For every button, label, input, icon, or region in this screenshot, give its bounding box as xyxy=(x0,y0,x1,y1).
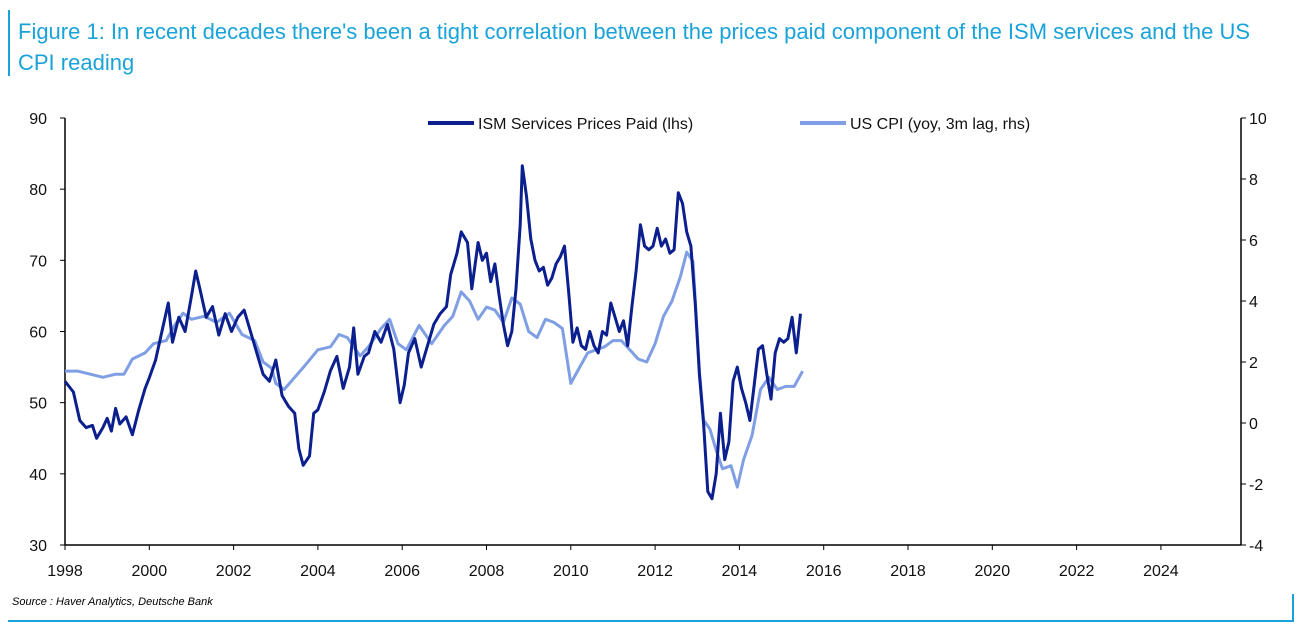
legend-label-ism: ISM Services Prices Paid (lhs) xyxy=(478,116,693,133)
frame-bottom-rule xyxy=(8,620,1294,622)
y-tick-label-right: 10 xyxy=(1249,111,1267,128)
legend-label-cpi: US CPI (yoy, 3m lag, rhs) xyxy=(850,116,1030,133)
y-tick-label-right: 6 xyxy=(1249,233,1258,250)
y-tick-label-left: 90 xyxy=(29,111,47,128)
x-tick-label: 1998 xyxy=(47,563,83,580)
y-tick-label-left: 70 xyxy=(29,253,47,270)
series-line-us-cpi xyxy=(65,250,804,489)
legend: ISM Services Prices Paid (lhs) US CPI (y… xyxy=(428,116,1030,133)
y-tick-label-right: 0 xyxy=(1249,416,1258,433)
y-tick-label-right: 2 xyxy=(1249,355,1258,372)
x-tick-label: 2010 xyxy=(553,563,589,580)
y-tick-label-left: 40 xyxy=(29,467,47,484)
x-tick-label: 2014 xyxy=(722,563,758,580)
title-accent-bar xyxy=(8,10,10,76)
frame-right-bar xyxy=(1292,594,1294,620)
x-tick-label: 2008 xyxy=(469,563,505,580)
y-tick-label-left: 80 xyxy=(29,182,47,199)
source-note: Source : Haver Analytics, Deutsche Bank xyxy=(12,596,213,608)
x-tick-label: 2022 xyxy=(1059,563,1095,580)
x-tick-label: 2016 xyxy=(806,563,842,580)
x-tick-label: 2020 xyxy=(975,563,1011,580)
y-tick-label-right: 4 xyxy=(1249,294,1258,311)
figure-title: Figure 1: In recent decades there's been… xyxy=(18,19,1251,75)
y-tick-label-right: -2 xyxy=(1249,477,1263,494)
x-tick-label: 2024 xyxy=(1143,563,1179,580)
axes: 30 40 50 60 70 80 90 -4 -2 0 2 4 6 8 10 1998 2000 2002 200… xyxy=(29,111,1267,580)
y-tick-label-left: 60 xyxy=(29,325,47,342)
y-tick-label-right: -4 xyxy=(1249,538,1263,555)
series-layer xyxy=(63,164,804,501)
y-tick-label-left: 50 xyxy=(29,396,47,413)
x-tick-label: 2012 xyxy=(637,563,673,580)
x-tick-label: 2002 xyxy=(216,563,252,580)
series-line-ism-prices-paid xyxy=(63,164,802,501)
y-tick-label-right: 8 xyxy=(1249,172,1258,189)
y-tick-label-left: 30 xyxy=(29,538,47,555)
x-tick-label: 2000 xyxy=(132,563,168,580)
x-tick-label: 2004 xyxy=(300,563,336,580)
x-tick-label: 2006 xyxy=(384,563,420,580)
x-tick-label: 2018 xyxy=(890,563,926,580)
chart: 30 40 50 60 70 80 90 -4 -2 0 2 4 6 8 10 1998 2000 2002 200… xyxy=(29,111,1267,580)
